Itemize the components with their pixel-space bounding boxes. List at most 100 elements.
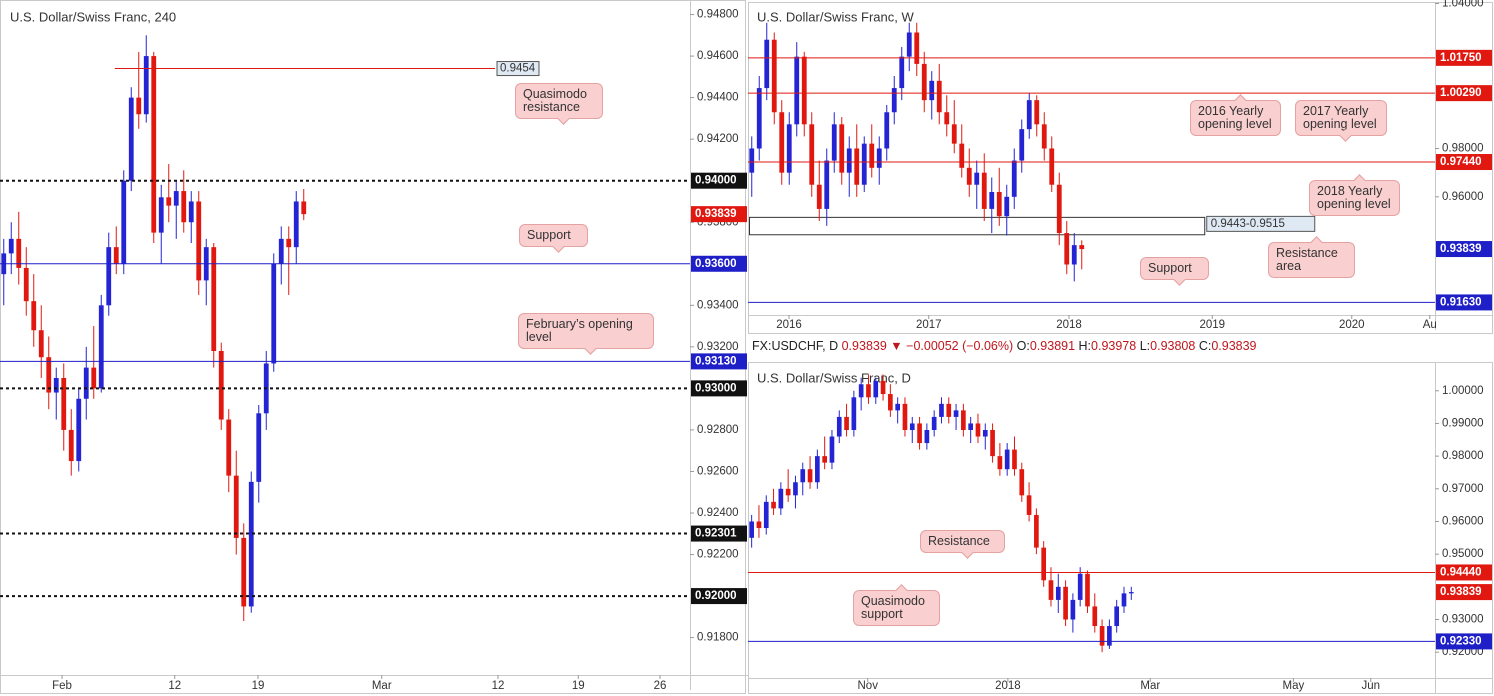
x-tick-label: Nov: [858, 680, 879, 692]
x-tick-label: 19: [252, 680, 265, 692]
candle-body: [53, 378, 59, 393]
candle-body: [91, 367, 97, 389]
level-label: 0.93839: [1440, 243, 1482, 255]
candle-body: [946, 403, 952, 417]
x-tick-label: 2018: [1056, 319, 1082, 331]
y-tick-label: 0.97000: [1442, 483, 1484, 495]
c-label: C:: [1198, 339, 1212, 353]
candle-body: [966, 167, 972, 185]
callout: 2017 Yearly opening level: [1295, 100, 1387, 136]
chart-title: U.S. Dollar/Swiss Franc, 240: [10, 9, 176, 24]
candle-body: [256, 413, 262, 482]
candle-body: [807, 469, 813, 483]
candle-body: [880, 380, 886, 395]
candle-body: [1092, 606, 1098, 627]
candle-body: [68, 429, 74, 462]
candle-body: [869, 143, 875, 168]
l-label: L:: [1139, 339, 1151, 353]
candle-body: [944, 112, 950, 125]
x-tick-label: 2017: [916, 319, 942, 331]
callout: February’s opening level: [518, 313, 654, 349]
candle-body: [1128, 592, 1134, 594]
candle-body: [76, 398, 82, 462]
level-label-bg: [691, 525, 747, 542]
y-tick-label: 0.92600: [697, 465, 739, 477]
candle-body: [917, 423, 922, 444]
y-tick-label: 1.00000: [1442, 385, 1484, 397]
candle-body: [196, 201, 202, 281]
level-label: 1.00290: [1440, 87, 1482, 99]
candle-body: [895, 403, 901, 411]
candle-body: [286, 238, 292, 248]
callout: 2016 Yearly opening level: [1190, 100, 1281, 136]
candle-body: [1099, 626, 1105, 646]
candle-body: [1070, 599, 1076, 620]
candle-body: [764, 39, 770, 89]
candle-body: [779, 112, 785, 173]
x-tick-label: 12: [492, 680, 505, 692]
candle-body: [839, 124, 845, 173]
candle-body: [756, 521, 762, 529]
candle-body: [271, 263, 277, 364]
level-label-bg: [691, 380, 747, 397]
level-label: 0.93000: [695, 382, 737, 394]
callout: Support: [1140, 257, 1209, 280]
candle-body: [1121, 593, 1127, 607]
level-label-bg: [691, 353, 747, 370]
callout: Resistance area: [1268, 242, 1355, 278]
candle-body: [301, 201, 307, 215]
panel-frame: [748, 362, 1493, 694]
candle-body: [906, 32, 912, 57]
panel-frame: [0, 0, 746, 694]
zone-label: 0.9443-0.9515: [1211, 218, 1285, 230]
candle-body: [749, 521, 754, 538]
candle-body: [939, 403, 944, 417]
y-tick-label: 0.92400: [697, 507, 739, 519]
candle-body: [136, 97, 142, 115]
h-label: H:: [1078, 339, 1092, 353]
candle-body: [173, 191, 179, 206]
candle-body: [1026, 495, 1032, 515]
segment-label-bg: [496, 61, 540, 77]
chart-title: U.S. Dollar/Swiss Franc, W: [757, 9, 914, 24]
candle-body: [891, 88, 897, 113]
candle-body: [822, 456, 827, 463]
candle-body: [771, 39, 777, 113]
level-label: 0.93839: [1440, 586, 1482, 598]
x-tick-label: Mar: [372, 680, 392, 692]
candle-body: [982, 429, 988, 437]
y-tick-label: 1.04000: [1442, 0, 1484, 10]
level-label-bg: [1436, 564, 1492, 581]
candle-body: [98, 305, 104, 389]
level-label-bg: [1436, 584, 1492, 601]
o-label: O:: [1016, 339, 1030, 353]
level-label-bg: [691, 206, 747, 223]
candle-body: [809, 124, 815, 185]
candle-body: [128, 97, 134, 181]
candle-body: [1071, 245, 1077, 265]
candle-body: [763, 501, 769, 529]
candle-body: [953, 410, 959, 417]
candle-body: [1011, 160, 1017, 197]
candle-body: [756, 88, 762, 149]
candle-body: [824, 160, 830, 209]
y-tick-label: 0.95000: [1442, 548, 1484, 560]
level-label: 0.93130: [695, 355, 737, 367]
resistance-zone: [749, 216, 1206, 236]
level-label: 0.92000: [695, 590, 737, 602]
x-tick-label: Au: [1423, 319, 1437, 331]
candle-body: [829, 436, 835, 463]
x-tick-label: 2020: [1339, 319, 1365, 331]
candle-body: [1064, 233, 1070, 265]
candle-body: [188, 201, 194, 223]
y-tick-label: 0.96000: [1442, 191, 1484, 203]
candle-body: [997, 456, 1003, 470]
y-tick-label: 0.98000: [1442, 450, 1484, 462]
candle-body: [959, 143, 965, 168]
candle-body: [793, 482, 798, 496]
candle-body: [974, 172, 980, 185]
candle-body: [1019, 469, 1025, 496]
level-label-bg: [691, 255, 747, 272]
ticker-bar: FX:USDCHF, D 0.93839 ▼ −0.00052 (−0.06%)…: [752, 339, 1257, 353]
